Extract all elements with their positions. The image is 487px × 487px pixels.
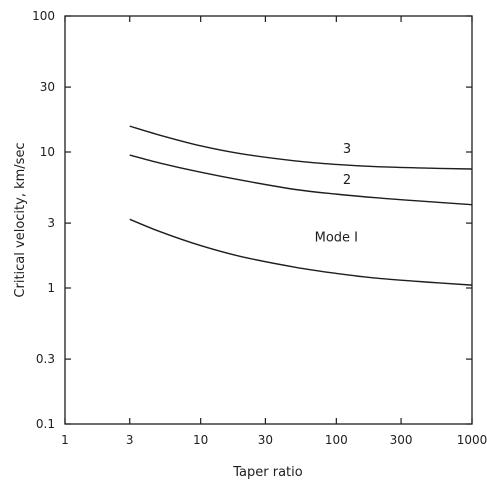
series-line-3 — [129, 125, 473, 170]
x-tick-label: 300 — [390, 433, 413, 447]
tick-labels: 1 3 10 30 100 300 1000 0.1 0.3 1 3 10 30 100 — [32, 9, 487, 447]
x-tick-label: 10 — [193, 433, 208, 447]
y-tick-label: 3 — [47, 216, 55, 230]
y-tick-label: 30 — [40, 80, 55, 94]
x-tick-label: 1 — [61, 433, 69, 447]
y-axis-title: Critical velocity, km/sec — [13, 142, 28, 297]
curve-label: 2 — [343, 173, 351, 188]
curve-label: 3 — [343, 142, 351, 157]
series-line-1 — [129, 218, 473, 286]
y-tick-label: 10 — [40, 145, 55, 159]
y-tick-label: 1 — [47, 281, 55, 295]
curve-labels: 3 2 Mode I — [315, 142, 358, 245]
y-tick-label: 100 — [32, 9, 55, 23]
curves — [129, 125, 473, 286]
x-tick-label: 30 — [258, 433, 273, 447]
plot-frame — [64, 15, 473, 425]
x-tick-label: 1000 — [457, 433, 487, 447]
tick-marks — [64, 15, 473, 425]
y-tick-label: 0.1 — [36, 417, 55, 431]
x-tick-label: 100 — [325, 433, 348, 447]
x-axis-title: Taper ratio — [232, 465, 303, 480]
curve-label: Mode I — [315, 230, 358, 245]
y-tick-label: 0.3 — [36, 352, 55, 366]
series-line-2 — [129, 154, 473, 206]
x-tick-label: 3 — [126, 433, 134, 447]
